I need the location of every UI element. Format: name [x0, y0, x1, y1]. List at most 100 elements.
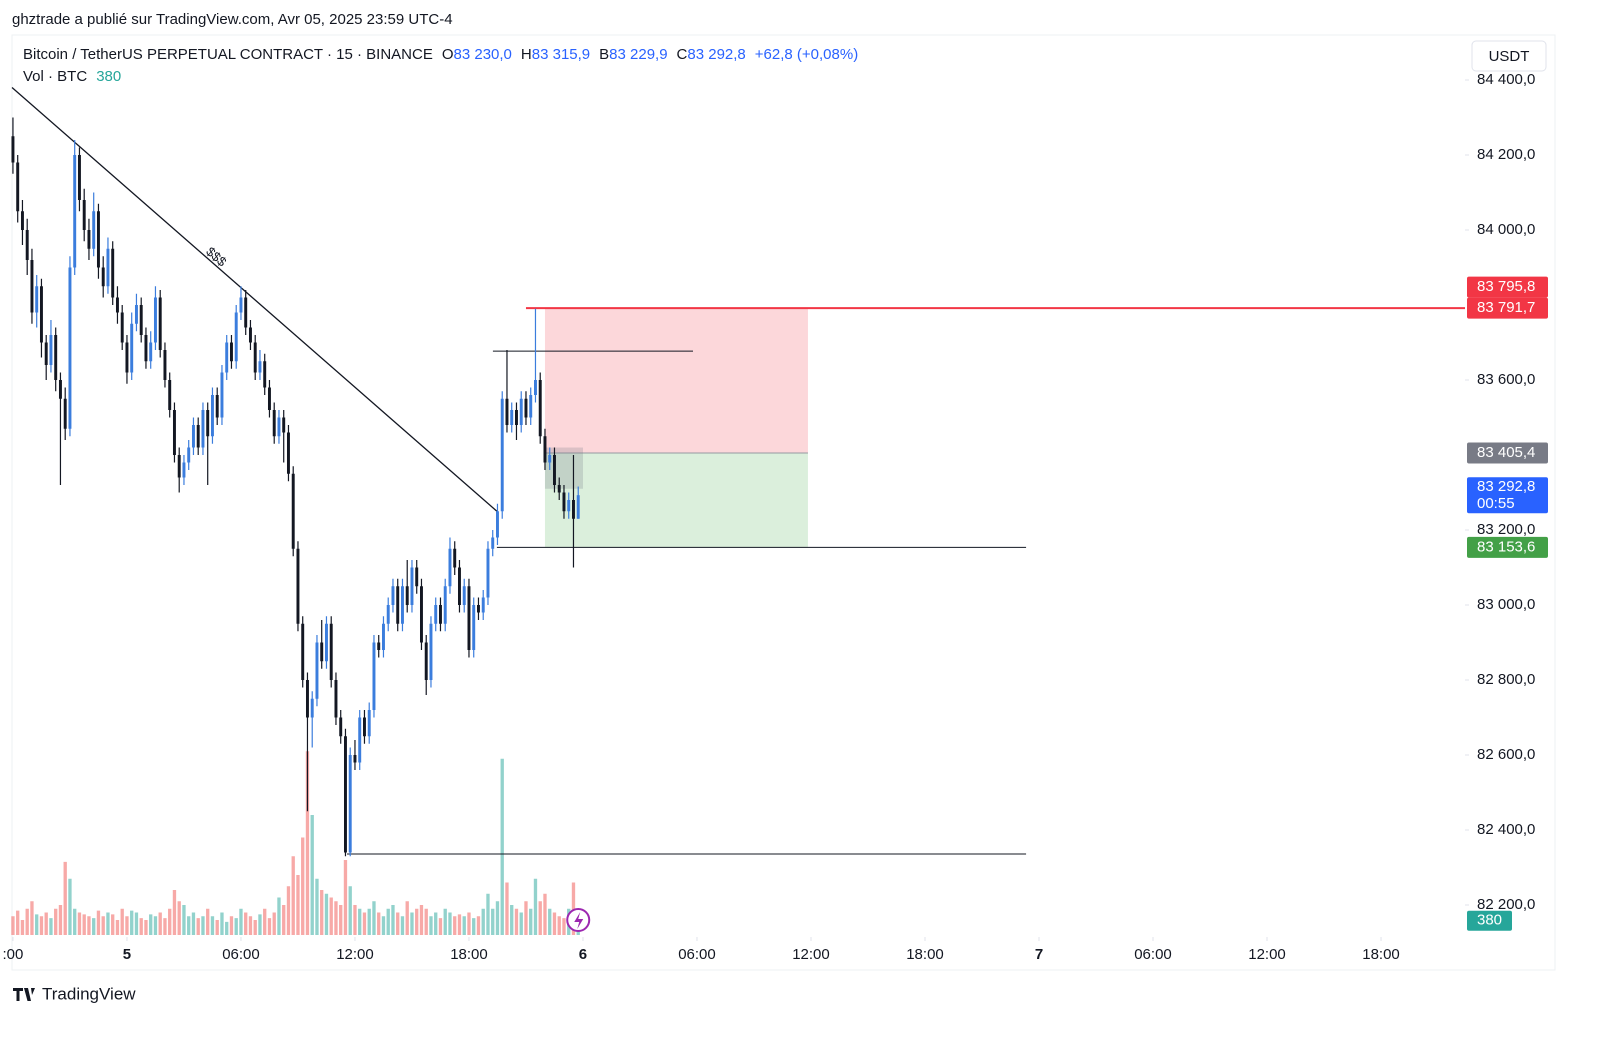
volume-bar: [362, 912, 367, 935]
candle-body: [234, 312, 238, 362]
trendline: [11, 87, 498, 512]
currency[interactable]: USDT: [1489, 48, 1530, 65]
y-tick-label: 82 600,0: [1477, 746, 1535, 763]
volume-value: 380: [1477, 912, 1502, 929]
alert-bolt: [574, 912, 584, 929]
candle-body: [267, 387, 271, 410]
legend-value: 83 315,9: [532, 46, 590, 63]
volume-bar: [68, 878, 72, 935]
volume-bar: [248, 916, 253, 935]
volume-bar: [120, 908, 124, 935]
volume-bar: [429, 916, 433, 935]
candle-body: [310, 698, 314, 718]
candle-body: [419, 586, 423, 643]
candle-body: [158, 297, 162, 350]
candle-body: [82, 200, 86, 230]
candle-body: [220, 372, 224, 418]
volume-bar: [20, 920, 25, 935]
volume-bar: [253, 920, 257, 935]
volume-bar: [415, 908, 419, 935]
candle-body: [481, 597, 485, 613]
volume-bar: [529, 908, 533, 935]
candle-body: [529, 395, 533, 418]
volume-bar: [491, 908, 495, 935]
volume-bar: [310, 815, 314, 935]
volume-bar: [538, 901, 542, 935]
volume-bar: [320, 890, 324, 935]
legend-value: 83 292,8: [687, 46, 745, 63]
volume-bar: [220, 912, 224, 935]
volume-bar: [206, 908, 210, 935]
volume-bar: [130, 910, 134, 935]
volume-bar: [324, 893, 329, 935]
candle-body: [153, 297, 157, 343]
target-zone: [544, 452, 808, 548]
candle-body: [58, 380, 62, 399]
candle-body: [229, 342, 233, 362]
volume-bar: [73, 908, 77, 935]
candle-body: [462, 586, 466, 605]
x-tick-label: 06:00: [678, 946, 716, 963]
y-tick-label: 84 400,0: [1477, 71, 1535, 88]
countdown: 00:55: [1477, 495, 1515, 512]
x-tick-label: :00: [3, 946, 24, 963]
logo-mark: [13, 988, 35, 1001]
candle-body: [386, 605, 390, 624]
volume-bar: [77, 912, 82, 935]
candle-body: [215, 395, 219, 418]
volume-bar: [552, 912, 557, 935]
price-label-box: [1467, 442, 1548, 464]
x-tick-label: 06:00: [1134, 946, 1172, 963]
candle-body: [149, 342, 153, 362]
candle-body: [534, 380, 537, 395]
volume-bar: [467, 912, 471, 935]
legend-value: 83 229,9: [609, 46, 667, 63]
volume-bar: [92, 918, 96, 935]
volume-bar: [291, 856, 295, 935]
volume-bar: [125, 916, 129, 935]
volume-bar: [301, 837, 305, 935]
volume-bar: [87, 916, 91, 935]
x-tick-label: 7: [1035, 946, 1043, 963]
volume-bar: [339, 905, 343, 935]
y-tick-label: 82 400,0: [1477, 821, 1535, 838]
volume-bar: [524, 901, 528, 935]
candle-body: [63, 398, 67, 429]
legend-value: 83 230,0: [454, 46, 512, 63]
legend-key: O: [442, 46, 454, 63]
y-tick-label: 82 200,0: [1477, 896, 1535, 913]
candle-body: [339, 717, 343, 737]
x-tick-label: 5: [123, 946, 131, 963]
candle-body: [125, 342, 129, 373]
candle-body: [324, 623, 328, 662]
candle-body: [120, 312, 124, 343]
volume-bar: [453, 916, 457, 935]
volume-bar: [448, 912, 452, 935]
candle-body: [557, 485, 561, 493]
volume-bar: [153, 916, 158, 935]
volume-bar: [272, 912, 276, 935]
volume-bar: [305, 751, 310, 935]
volume-bar: [348, 886, 352, 935]
volume-bar: [315, 878, 319, 935]
legend-key: B: [599, 46, 609, 63]
candle-body: [519, 398, 523, 425]
candle-body: [49, 335, 53, 365]
symbol: Bitcoin / TetherUS PERPETUAL CONTRACT · …: [23, 46, 433, 63]
candle-body: [244, 297, 248, 328]
currency-box[interactable]: [1471, 40, 1547, 72]
candle-body: [225, 342, 229, 373]
x-tick-label: 12:00: [792, 946, 830, 963]
candle-body: [415, 567, 419, 587]
candle-body: [329, 623, 333, 680]
candle-body: [73, 155, 77, 268]
candle-body: [191, 425, 195, 448]
candle-body: [253, 342, 257, 373]
volume-bar: [510, 905, 514, 935]
candle-body: [548, 455, 552, 463]
volume-bar: [353, 905, 357, 935]
candle-body: [11, 136, 15, 163]
candle-body: [282, 417, 286, 433]
price-label-box: [1467, 536, 1548, 558]
